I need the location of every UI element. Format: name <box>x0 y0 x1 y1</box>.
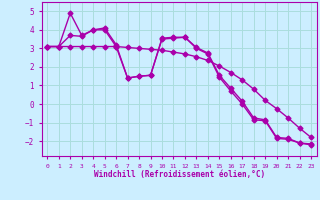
X-axis label: Windchill (Refroidissement éolien,°C): Windchill (Refroidissement éolien,°C) <box>94 170 265 179</box>
